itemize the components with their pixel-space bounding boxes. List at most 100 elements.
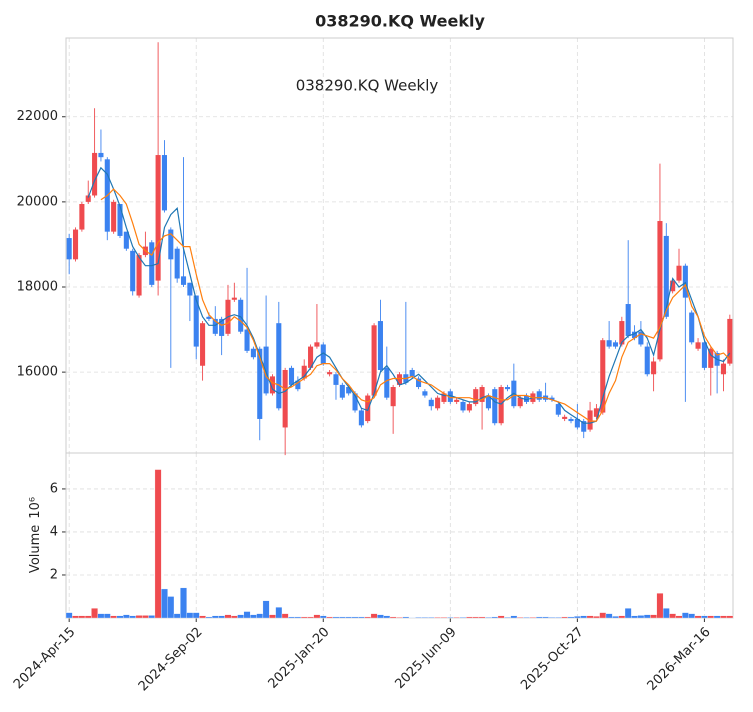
x-tick-label: 2025-Jun-09 xyxy=(392,625,459,692)
volume-bar xyxy=(275,607,283,619)
volume-bar xyxy=(154,469,162,619)
volume-bar xyxy=(91,608,98,619)
candle-body xyxy=(384,367,390,398)
candle-body xyxy=(206,316,212,319)
candle-body xyxy=(308,346,314,368)
candle-body xyxy=(619,321,625,345)
candle-body xyxy=(396,374,403,385)
volume-bar xyxy=(631,615,638,619)
y2-tick-label: 4 xyxy=(50,524,58,539)
candle-body xyxy=(473,389,479,405)
candle-body xyxy=(130,250,136,292)
volume-bar xyxy=(116,615,124,619)
volume-bar xyxy=(669,613,676,619)
candle-body xyxy=(625,304,631,336)
volume-bar xyxy=(383,615,391,619)
candle-body xyxy=(371,325,377,396)
candle-body xyxy=(574,418,580,428)
volume-bar xyxy=(205,616,213,619)
moving-average-line xyxy=(100,188,731,422)
volume-bar xyxy=(472,616,480,619)
candle-body xyxy=(219,318,225,336)
candle-body xyxy=(187,282,193,296)
candle-body xyxy=(663,235,669,317)
volume-bar xyxy=(694,615,702,619)
volume-label: Volume xyxy=(28,525,43,573)
volume-bar xyxy=(453,617,460,619)
candle-body xyxy=(390,387,396,407)
volume-bar xyxy=(421,617,429,619)
candle-body xyxy=(263,346,269,394)
candle-body xyxy=(498,387,504,424)
volume-bar xyxy=(237,614,245,619)
candle-body xyxy=(149,242,155,285)
candle-body xyxy=(631,331,638,339)
volume-bar xyxy=(110,615,117,619)
volume-bar xyxy=(218,615,225,619)
volume-bar xyxy=(624,608,632,619)
volume-bar xyxy=(262,600,270,619)
volume-bar xyxy=(129,615,137,619)
candle-body xyxy=(644,346,650,375)
volume-bar xyxy=(510,615,518,619)
volume-bar xyxy=(548,617,556,619)
volume-axis-label: Volume 10⁶ xyxy=(28,497,43,573)
volume-bar xyxy=(516,617,524,619)
volume-bar xyxy=(319,615,327,619)
volume-bar xyxy=(440,617,448,619)
volume-bar xyxy=(427,617,435,619)
x-tick-label: 2024-Sep-02 xyxy=(136,625,206,695)
candle-body xyxy=(238,299,244,332)
volume-bar xyxy=(618,615,626,619)
volume-bar xyxy=(650,614,657,619)
volume-bar xyxy=(396,617,403,619)
candle-body xyxy=(676,265,682,281)
candle-body xyxy=(549,397,555,400)
y-tick-label: 22000 xyxy=(17,109,58,124)
volume-bar xyxy=(466,616,473,619)
volume-bar xyxy=(656,593,664,619)
y2-tick-label: 6 xyxy=(50,481,58,496)
candle-body xyxy=(98,152,104,158)
candle-body xyxy=(536,391,542,400)
volume-bar xyxy=(288,616,295,619)
candle-body xyxy=(339,384,345,398)
candle-body xyxy=(79,204,85,230)
volume-bar xyxy=(148,615,156,619)
candle-body xyxy=(282,370,288,428)
price-panel xyxy=(65,37,734,454)
volume-bar xyxy=(370,613,378,619)
volume-bar xyxy=(434,617,441,619)
candle-body xyxy=(174,248,180,279)
candle-body xyxy=(593,408,599,417)
y-tick-label: 18000 xyxy=(17,280,58,295)
volume-bar xyxy=(720,615,727,619)
volume-bar xyxy=(675,615,683,619)
candle-body xyxy=(168,229,174,260)
volume-bar xyxy=(161,588,168,619)
candle-body xyxy=(612,342,619,347)
volume-bar xyxy=(199,615,206,619)
volume-bar xyxy=(561,616,568,619)
volume-bar xyxy=(701,615,708,619)
chart-title: 038290.KQ Weekly xyxy=(315,12,485,31)
volume-bar xyxy=(535,616,543,619)
candle-body xyxy=(504,387,511,390)
volume-bar xyxy=(643,614,651,619)
candle-body xyxy=(466,404,472,411)
volume-bar xyxy=(97,613,105,619)
volume-bar xyxy=(72,615,79,619)
candle-body xyxy=(193,295,199,347)
candle-body xyxy=(333,374,339,385)
y2-tick-label: 2 xyxy=(50,567,58,582)
volume-bar xyxy=(103,613,111,619)
volume-bar xyxy=(377,614,384,619)
candle-body xyxy=(606,340,612,347)
candle-body xyxy=(562,416,568,419)
candle-body xyxy=(695,342,701,349)
candle-body xyxy=(346,387,352,394)
volume-bar xyxy=(364,616,372,619)
x-tick-label: 2025-Jan-20 xyxy=(266,625,333,692)
candle-body xyxy=(708,348,714,368)
